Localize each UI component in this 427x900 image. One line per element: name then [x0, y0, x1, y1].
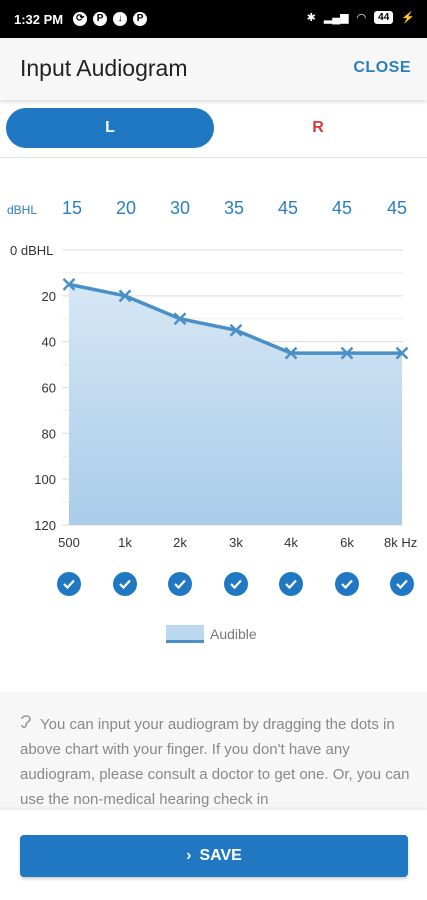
frequency-check-icon[interactable] — [57, 572, 81, 596]
y-tick-label: 120 — [34, 518, 56, 533]
x-tick-label: 500 — [58, 535, 80, 550]
signal-icon: ▂▄▆ — [323, 12, 349, 24]
tab-left-ear[interactable]: L — [6, 108, 214, 148]
legend-swatch — [166, 625, 204, 643]
db-value-3k: 35 — [223, 198, 245, 218]
p-app-icon: P — [93, 12, 108, 26]
info-message: You can input your audiogram by dragging… — [20, 716, 410, 808]
sync-icon: ⟳ — [73, 12, 88, 26]
x-tick-label: 3k — [229, 535, 243, 550]
frequency-check-icon[interactable] — [390, 572, 414, 596]
bluetooth-icon: ✱ — [306, 12, 316, 24]
data-point-marker[interactable] — [340, 346, 354, 360]
footer: › SAVE — [0, 810, 427, 900]
info-text: You can input your audiogram by dragging… — [20, 712, 410, 810]
x-tick-label: 1k — [118, 535, 132, 550]
chevron-right-icon: › — [186, 847, 192, 864]
y-tick-label: 60 — [42, 381, 56, 396]
close-button[interactable]: CLOSE — [353, 59, 411, 76]
audible-area — [69, 284, 402, 525]
db-values-row: dBHL 15 20 30 35 45 45 45 — [0, 198, 427, 224]
frequency-checks — [0, 572, 427, 598]
data-point-marker[interactable] — [173, 312, 187, 326]
db-value-2k: 30 — [169, 198, 191, 218]
notification-icons: ⟳ P ↓ P — [73, 12, 148, 26]
ear-icon — [20, 712, 34, 737]
page-title: Input Audiogram — [20, 55, 188, 81]
db-value-8k: 45 — [386, 198, 408, 218]
system-icons: ✱ ▂▄▆ ◠ 44 ⚡ — [307, 11, 415, 24]
x-tick-label: 8k Hz — [384, 535, 417, 550]
x-tick-label: 4k — [284, 535, 298, 550]
ear-selector: L R — [6, 108, 420, 148]
wifi-icon: ◠ — [356, 12, 367, 24]
x-tick-label: 2k — [173, 535, 187, 550]
data-point-marker[interactable] — [229, 323, 243, 337]
battery-icon: 44 — [374, 11, 394, 24]
app-header: Input Audiogram CLOSE — [0, 38, 427, 100]
data-point-marker[interactable] — [395, 346, 409, 360]
legend-label: Audible — [210, 626, 257, 642]
db-value-500: 15 — [61, 198, 83, 218]
p-app-icon-2: P — [133, 12, 148, 26]
frequency-check-icon[interactable] — [335, 572, 359, 596]
data-point-marker[interactable] — [62, 277, 76, 291]
db-value-1k: 20 — [115, 198, 137, 218]
divider — [0, 157, 427, 158]
db-value-4k: 45 — [277, 198, 299, 218]
db-unit-label: dBHL — [7, 203, 38, 217]
charging-icon: ⚡ — [401, 12, 415, 24]
chart-legend: Audible — [166, 625, 257, 643]
db-value-6k: 45 — [331, 198, 353, 218]
data-point-marker[interactable] — [118, 289, 132, 303]
save-label: SAVE — [199, 847, 242, 864]
y-tick-label: 40 — [42, 335, 56, 350]
x-tick-label: 6k — [340, 535, 354, 550]
save-button[interactable]: › SAVE — [20, 835, 408, 877]
frequency-check-icon[interactable] — [168, 572, 192, 596]
y-tick-label: 80 — [42, 426, 56, 441]
frequency-check-icon[interactable] — [113, 572, 137, 596]
frequency-check-icon[interactable] — [224, 572, 248, 596]
status-bar: 1:32 PM ⟳ P ↓ P ✱ ▂▄▆ ◠ 44 ⚡ — [0, 0, 427, 38]
tab-right-ear[interactable]: R — [312, 119, 324, 136]
y-tick-label: 0 dBHL — [10, 243, 53, 258]
frequency-check-icon[interactable] — [279, 572, 303, 596]
info-box: You can input your audiogram by dragging… — [0, 692, 427, 810]
download-icon: ↓ — [113, 12, 128, 26]
y-tick-label: 20 — [42, 289, 56, 304]
data-point-marker[interactable] — [284, 346, 298, 360]
status-time: 1:32 PM — [14, 11, 64, 27]
y-tick-label: 100 — [34, 472, 56, 487]
